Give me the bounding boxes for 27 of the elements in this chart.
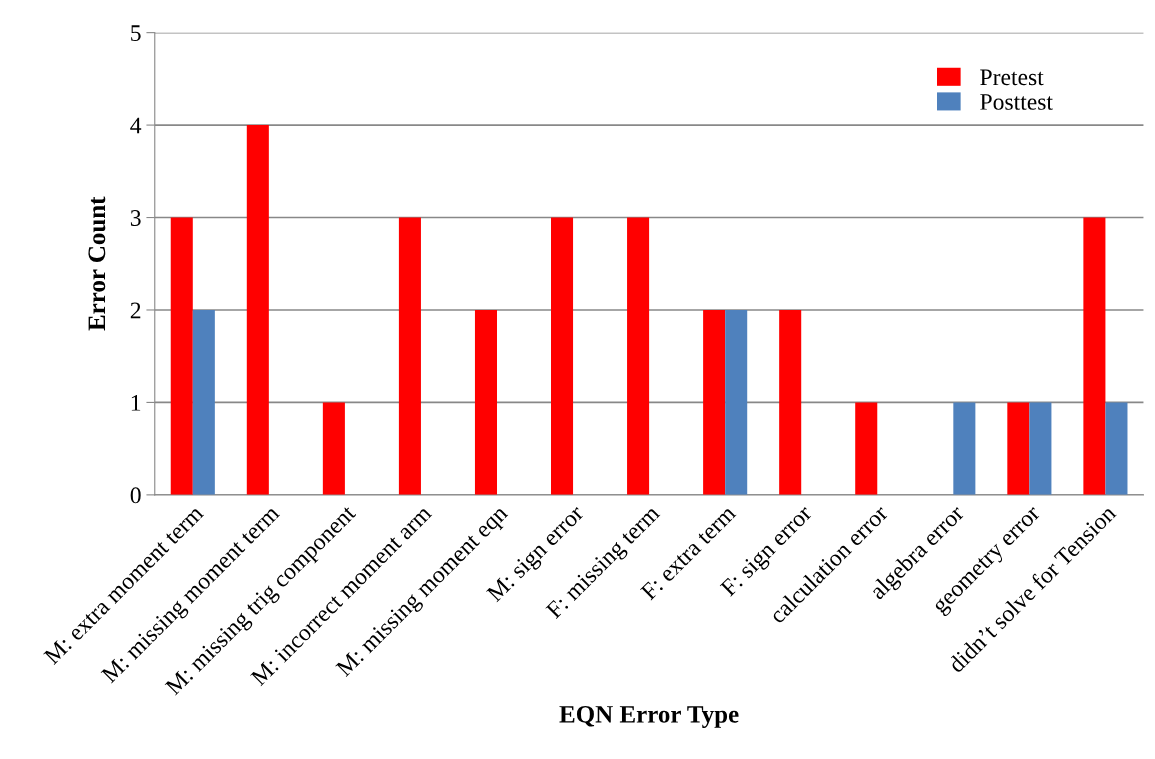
- y-tick-label: 3: [130, 210, 141, 226]
- y-tick-label: 1: [131, 395, 141, 411]
- y-axis-title: Error Count: [88, 196, 106, 331]
- bar: [725, 309, 748, 495]
- legend-label: Posttest: [980, 94, 1053, 110]
- bar: [953, 402, 976, 495]
- bar: [1029, 402, 1052, 495]
- bar: [855, 402, 878, 495]
- y-tick-label: 4: [130, 117, 142, 134]
- bar: [1105, 402, 1128, 495]
- y-tick-label: 5: [131, 25, 141, 42]
- bar: [1007, 402, 1030, 495]
- bar: [170, 217, 193, 495]
- bar: [474, 309, 498, 495]
- y-tick-label: 2: [130, 302, 141, 319]
- bar: [627, 217, 650, 495]
- x-axis-title: EQN Error Type: [559, 705, 739, 728]
- y-tick-label: 0: [130, 487, 141, 504]
- bar: [322, 402, 345, 495]
- bar: [246, 125, 269, 495]
- bar: [703, 309, 726, 495]
- bar: [1083, 217, 1106, 495]
- bar: [551, 217, 574, 495]
- bar: [398, 217, 421, 495]
- bar: [779, 309, 802, 495]
- legend-label: Pretest: [980, 69, 1044, 86]
- bar: [192, 309, 215, 495]
